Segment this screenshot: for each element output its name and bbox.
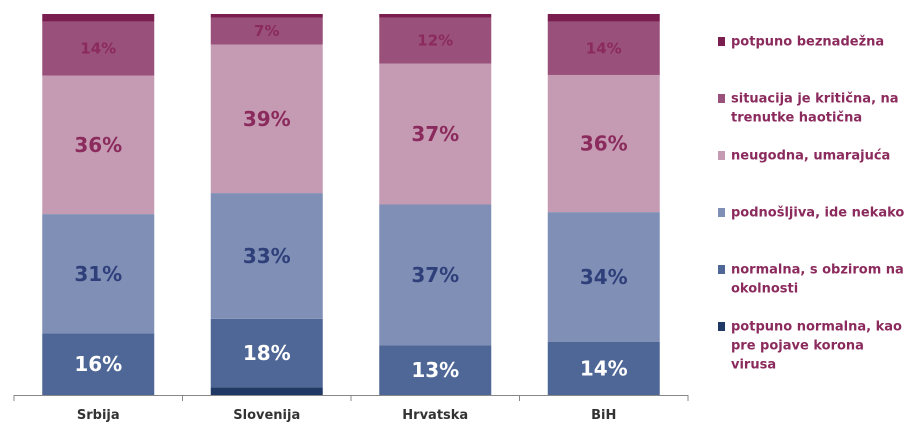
data-label: 14% [80,40,116,58]
bar-segment [42,21,155,76]
legend-marker [718,322,725,331]
bar-segment [379,204,492,346]
bar-segment [379,14,492,18]
bar-segment [547,74,660,213]
data-label: 12% [417,32,453,50]
bar-segment [547,341,660,395]
data-label: 31% [74,262,122,286]
bar-segment [42,14,155,22]
legend-marker [718,265,725,274]
bar-segment [379,345,492,395]
legend-label: neugodna, umarajuća [731,149,890,164]
data-label: 16% [74,352,122,376]
data-label: 34% [580,265,628,289]
legend-label: pre pojave korona [731,339,864,354]
data-label: 14% [580,356,628,380]
legend-marker [718,151,725,160]
legend-label: trenutke haotična [731,111,862,126]
data-label: 7% [254,22,279,40]
legend-label: potpuno normalna, kao [731,320,902,335]
bar-segment [42,214,155,334]
legend-label: situacija je kritična, na [731,92,899,107]
data-label: 36% [580,132,628,156]
bar-segment [210,17,323,45]
data-label: 14% [586,39,622,57]
legend-label: okolnosti [731,282,798,297]
data-label: 36% [74,133,122,157]
bar-segment [210,44,323,194]
data-label: 37% [411,122,459,146]
bar-segment [210,318,323,388]
bar-segment [547,14,660,22]
legend-marker [718,94,725,103]
x-tick-label: Srbija [77,408,120,423]
data-label: 39% [243,107,291,131]
bar-segment [547,21,660,75]
bar-segment [379,63,492,205]
legend-label: normalna, s obzirom na [731,263,904,278]
bar-segment [379,17,492,64]
legend-label: podnošljiva, ide nekako [731,206,904,221]
data-label: 37% [411,263,459,287]
bar-segment [42,75,155,215]
bar-segment [42,333,155,395]
x-tick-label: Slovenija [233,408,300,423]
bar-segment [547,212,660,342]
bar-segment [210,14,323,18]
legend-label: potpuno beznadežna [731,35,884,50]
data-label: 18% [243,341,291,365]
x-tick-label: BiH [591,408,616,423]
legend-marker [718,208,725,217]
data-label: 13% [411,358,459,382]
x-tick-label: Hrvatska [402,408,468,423]
bar-segment [210,387,323,395]
legend-marker [718,37,725,46]
data-label: 33% [243,244,291,268]
legend-label: virusa [731,358,776,373]
bar-segment [210,193,323,319]
